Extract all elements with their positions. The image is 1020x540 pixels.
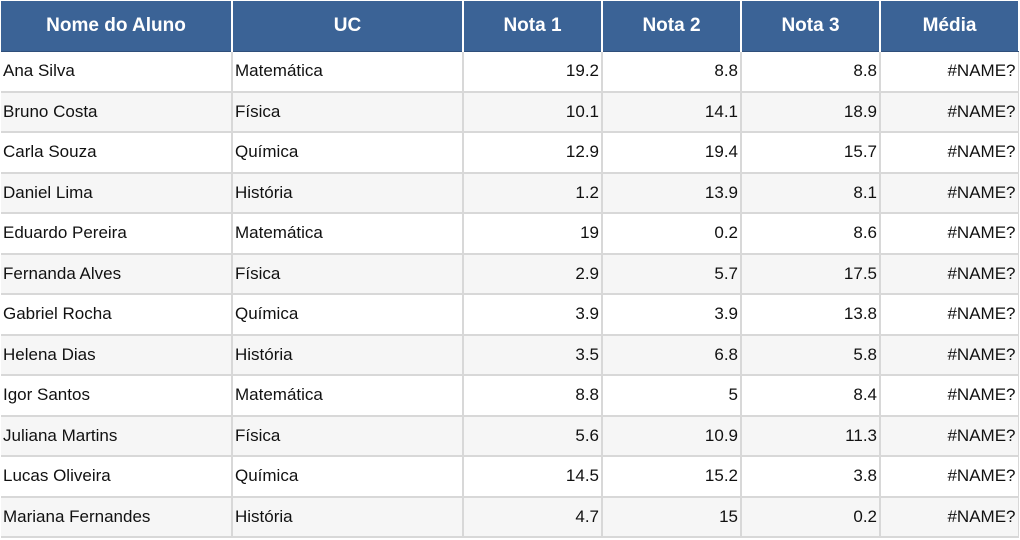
cell-nota1[interactable]: 4.7 <box>463 496 603 538</box>
column-header-media[interactable]: Média <box>880 1 1018 52</box>
cell-media[interactable]: #NAME? <box>880 375 1019 417</box>
table-row: Mariana Fernandes História 4.7 15 0.2 #NAME? <box>1 496 1019 538</box>
cell-nota3[interactable]: 11.3 <box>741 415 881 457</box>
cell-nota3[interactable]: 8.1 <box>741 172 881 214</box>
cell-nota2[interactable]: 0.2 <box>602 213 742 255</box>
cell-media[interactable]: #NAME? <box>880 415 1019 457</box>
cell-nota1[interactable]: 19.2 <box>463 51 603 93</box>
cell-nota2[interactable]: 6.8 <box>602 334 742 376</box>
cell-media[interactable]: #NAME? <box>880 132 1019 174</box>
cell-nota2[interactable]: 13.9 <box>602 172 742 214</box>
cell-nota3[interactable]: 5.8 <box>741 334 881 376</box>
header-row: Nome do Aluno UC Nota 1 Nota 2 Nota 3 Mé… <box>1 1 1018 52</box>
cell-nota2[interactable]: 8.8 <box>602 51 742 93</box>
cell-media[interactable]: #NAME? <box>880 294 1019 336</box>
cell-nota1[interactable]: 10.1 <box>463 91 603 133</box>
cell-nome[interactable]: Juliana Martins <box>1 415 233 457</box>
cell-uc[interactable]: Matemática <box>232 375 464 417</box>
table-row: Eduardo Pereira Matemática 19 0.2 8.6 #NAME? <box>1 213 1019 255</box>
cell-nome[interactable]: Bruno Costa <box>1 91 233 133</box>
table-row: Helena Dias História 3.5 6.8 5.8 #NAME? <box>1 334 1019 376</box>
cell-uc[interactable]: Física <box>232 91 464 133</box>
cell-media[interactable]: #NAME? <box>880 456 1019 498</box>
cell-nota3[interactable]: 8.8 <box>741 51 881 93</box>
cell-nota3[interactable]: 15.7 <box>741 132 881 174</box>
cell-nome[interactable]: Ana Silva <box>1 51 233 93</box>
column-header-nome[interactable]: Nome do Aluno <box>1 1 233 52</box>
cell-media[interactable]: #NAME? <box>880 496 1019 538</box>
cell-nome[interactable]: Fernanda Alves <box>1 253 233 295</box>
cell-nota3[interactable]: 0.2 <box>741 496 881 538</box>
cell-nota2[interactable]: 14.1 <box>602 91 742 133</box>
cell-nota3[interactable]: 8.4 <box>741 375 881 417</box>
column-header-uc[interactable]: UC <box>232 1 464 52</box>
cell-nota3[interactable]: 8.6 <box>741 213 881 255</box>
cell-uc[interactable]: Química <box>232 456 464 498</box>
cell-nome[interactable]: Helena Dias <box>1 334 233 376</box>
cell-nota2[interactable]: 10.9 <box>602 415 742 457</box>
cell-nota1[interactable]: 14.5 <box>463 456 603 498</box>
cell-nota1[interactable]: 3.9 <box>463 294 603 336</box>
cell-nota2[interactable]: 3.9 <box>602 294 742 336</box>
cell-nota3[interactable]: 18.9 <box>741 91 881 133</box>
cell-media[interactable]: #NAME? <box>880 91 1019 133</box>
cell-nota3[interactable]: 17.5 <box>741 253 881 295</box>
cell-uc[interactable]: História <box>232 334 464 376</box>
cell-nota2[interactable]: 15 <box>602 496 742 538</box>
cell-uc[interactable]: Matemática <box>232 51 464 93</box>
cell-nota2[interactable]: 5.7 <box>602 253 742 295</box>
cell-nota1[interactable]: 12.9 <box>463 132 603 174</box>
cell-uc[interactable]: História <box>232 496 464 538</box>
cell-nome[interactable]: Daniel Lima <box>1 172 233 214</box>
cell-nota2[interactable]: 15.2 <box>602 456 742 498</box>
column-header-nota3[interactable]: Nota 3 <box>741 1 881 52</box>
cell-media[interactable]: #NAME? <box>880 172 1019 214</box>
cell-media[interactable]: #NAME? <box>880 334 1019 376</box>
cell-uc[interactable]: Física <box>232 253 464 295</box>
cell-nota1[interactable]: 1.2 <box>463 172 603 214</box>
cell-nota1[interactable]: 2.9 <box>463 253 603 295</box>
column-header-nota2[interactable]: Nota 2 <box>602 1 742 52</box>
cell-uc[interactable]: História <box>232 172 464 214</box>
cell-nota1[interactable]: 8.8 <box>463 375 603 417</box>
table-row: Bruno Costa Física 10.1 14.1 18.9 #NAME? <box>1 91 1019 133</box>
cell-nome[interactable]: Carla Souza <box>1 132 233 174</box>
cell-uc[interactable]: Matemática <box>232 213 464 255</box>
cell-nota1[interactable]: 5.6 <box>463 415 603 457</box>
cell-uc[interactable]: Física <box>232 415 464 457</box>
table-row: Lucas Oliveira Química 14.5 15.2 3.8 #NAME? <box>1 456 1019 498</box>
cell-nome[interactable]: Gabriel Rocha <box>1 294 233 336</box>
column-header-nota1[interactable]: Nota 1 <box>463 1 603 52</box>
cell-nota3[interactable]: 13.8 <box>741 294 881 336</box>
cell-nome[interactable]: Igor Santos <box>1 375 233 417</box>
cell-media[interactable]: #NAME? <box>880 253 1019 295</box>
cell-nome[interactable]: Eduardo Pereira <box>1 213 233 255</box>
table-row: Juliana Martins Física 5.6 10.9 11.3 #NAME? <box>1 415 1019 457</box>
cell-nota2[interactable]: 5 <box>602 375 742 417</box>
cell-nome[interactable]: Lucas Oliveira <box>1 456 233 498</box>
cell-nota1[interactable]: 19 <box>463 213 603 255</box>
cell-nota2[interactable]: 19.4 <box>602 132 742 174</box>
table-row: Daniel Lima História 1.2 13.9 8.1 #NAME? <box>1 172 1019 214</box>
table-row: Gabriel Rocha Química 3.9 3.9 13.8 #NAME? <box>1 294 1019 336</box>
cell-media[interactable]: #NAME? <box>880 51 1019 93</box>
cell-nota1[interactable]: 3.5 <box>463 334 603 376</box>
table-row: Fernanda Alves Física 2.9 5.7 17.5 #NAME? <box>1 253 1019 295</box>
cell-nota3[interactable]: 3.8 <box>741 456 881 498</box>
cell-nome[interactable]: Mariana Fernandes <box>1 496 233 538</box>
cell-uc[interactable]: Química <box>232 294 464 336</box>
table-row: Carla Souza Química 12.9 19.4 15.7 #NAME? <box>1 132 1019 174</box>
cell-uc[interactable]: Química <box>232 132 464 174</box>
cell-media[interactable]: #NAME? <box>880 213 1019 255</box>
table-row: Igor Santos Matemática 8.8 5 8.4 #NAME? <box>1 375 1019 417</box>
table-row: Ana Silva Matemática 19.2 8.8 8.8 #NAME? <box>1 51 1019 93</box>
